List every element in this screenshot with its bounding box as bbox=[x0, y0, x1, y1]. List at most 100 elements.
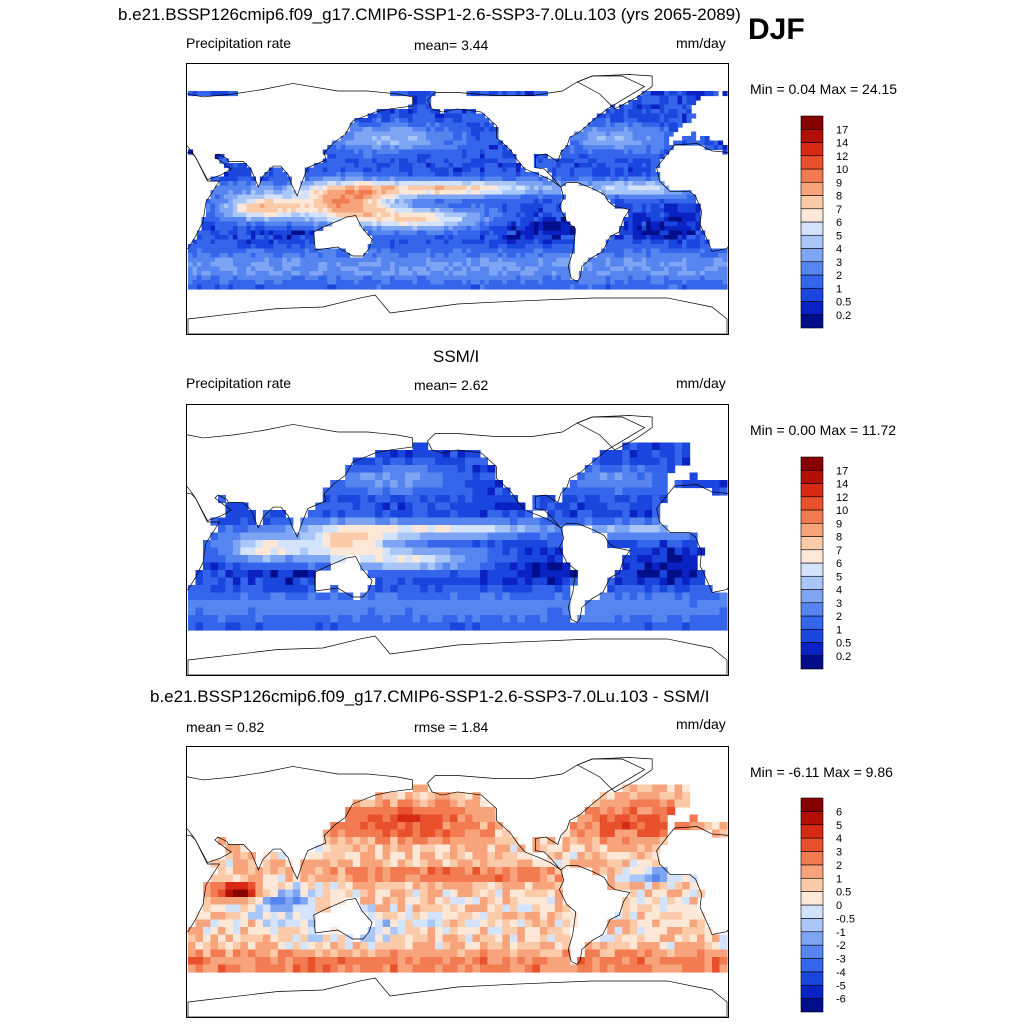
panel-2-colorbar-tick-label: 6 bbox=[836, 558, 842, 570]
panel-2-minmax: Min = 0.00 Max = 11.72 bbox=[750, 422, 897, 438]
panel-3-colorbar-swatch-3 bbox=[800, 958, 824, 973]
panel-3-colorbar-tick-label: 1 bbox=[836, 873, 842, 885]
panel-3-colorbar-swatch-1 bbox=[800, 984, 824, 999]
panel-2-colorbar-swatch-10 bbox=[800, 522, 824, 537]
panel-1-colorbar-swatch-6 bbox=[800, 234, 824, 249]
panel-3-colorbar-tick-label: -5 bbox=[836, 980, 846, 992]
panel-2-left-label: Precipitation rate bbox=[186, 375, 292, 391]
panel-1-units: mm/day bbox=[676, 35, 726, 51]
panel-1-colorbar-tick-label: 0.2 bbox=[836, 310, 851, 322]
panel-3-field bbox=[187, 784, 728, 973]
panel-2-colorbar-swatch-12 bbox=[800, 496, 824, 511]
panel-3-coastlines bbox=[187, 757, 728, 1017]
panel-1-colorbar-swatch-12 bbox=[800, 155, 824, 170]
panel-3-colorbar-tick-label: -4 bbox=[836, 967, 846, 979]
panel-1-title: b.e21.BSSP126cmip6.f09_g17.CMIP6-SSP1-2.… bbox=[118, 5, 741, 24]
season-label: DJF bbox=[748, 13, 805, 46]
panel-2-coastlines bbox=[187, 415, 728, 675]
panel-2-colorbar-tick-label: 3 bbox=[836, 598, 842, 610]
panel-3-colorbar-swatch-2 bbox=[800, 971, 824, 986]
panel-1-colorbar-tick-label: 6 bbox=[836, 217, 842, 229]
panel-3-units: mm/day bbox=[676, 716, 726, 732]
panel-3-colorbar-swatch-14 bbox=[800, 811, 824, 826]
panel-1-colorbar-swatch-0 bbox=[800, 314, 824, 329]
panel-2-colorbar-swatch-6 bbox=[800, 575, 824, 590]
panel-3-colorbar-tick-label: 6 bbox=[836, 806, 842, 818]
panel-1-colorbar-tick-label: 1 bbox=[836, 283, 842, 295]
panel-3-colorbar-swatch-11 bbox=[800, 851, 824, 866]
panel-1-colorbar-tick-label: 14 bbox=[836, 138, 848, 150]
panel-2-colorbar-tick-label: 12 bbox=[836, 492, 848, 504]
panel-1-coastlines bbox=[187, 74, 728, 334]
panel-2-colorbar-swatch-1 bbox=[800, 642, 824, 657]
panel-2-colorbar-swatch-9 bbox=[800, 536, 824, 551]
panel-1-colorbar-tick-label: 7 bbox=[836, 204, 842, 216]
panel-2-center-label: mean= 2.62 bbox=[414, 377, 489, 393]
panel-3-colorbar: -6 -5-4-3 -2-1 -0.500.5 123 45 6 bbox=[800, 797, 855, 1013]
panel-3-colorbar-tick-label: 4 bbox=[836, 833, 842, 845]
panel-2-colorbar-swatch-7 bbox=[800, 562, 824, 577]
panel-3-rmse-label: rmse = 1.84 bbox=[414, 719, 489, 735]
panel-3-colorbar-swatch-10 bbox=[800, 864, 824, 879]
panel-3-colorbar-swatch-6 bbox=[800, 918, 824, 933]
panel-3-colorbar-tick-label: -0.5 bbox=[836, 913, 855, 925]
panel-2-colorbar-tick-label: 2 bbox=[836, 611, 842, 623]
panel-3-colorbar-swatch-4 bbox=[800, 944, 824, 959]
panel-1-minmax: Min = 0.04 Max = 24.15 bbox=[750, 81, 898, 97]
panel-3-colorbar-swatch-5 bbox=[800, 931, 824, 946]
panel-2-units: mm/day bbox=[676, 375, 726, 391]
panel-2-colorbar-tick-label: 17 bbox=[836, 465, 848, 477]
panel-2-colorbar-tick-label: 4 bbox=[836, 585, 842, 597]
panel-2-colorbar-tick-label: 14 bbox=[836, 479, 848, 491]
panel-1-colorbar-swatch-14 bbox=[800, 128, 824, 143]
panel-3-colorbar-tick-label: 0 bbox=[836, 900, 842, 912]
panel-3-colorbar-swatch-7 bbox=[800, 904, 824, 919]
panel-2-colorbar-swatch-11 bbox=[800, 509, 824, 524]
panel-1-left-label: Precipitation rate bbox=[186, 35, 292, 51]
panel-1-colorbar-tick-label: 0.5 bbox=[836, 297, 851, 309]
panel-3-minmax: Min = -6.11 Max = 9.86 bbox=[750, 764, 893, 780]
panel-2-colorbar-swatch-3 bbox=[800, 615, 824, 630]
panel-3-colorbar-tick-label: 3 bbox=[836, 847, 842, 859]
panel-2-colorbar-swatch-4 bbox=[800, 602, 824, 617]
panel-1-colorbar-swatch-2 bbox=[800, 287, 824, 302]
panel-3-colorbar-tick-label: -1 bbox=[836, 927, 846, 939]
panel-3-mean-label: mean = 0.82 bbox=[186, 719, 265, 735]
panel-2-field bbox=[187, 442, 728, 631]
panel-1-field bbox=[187, 91, 728, 290]
panel-3-colorbar-swatch-12 bbox=[800, 837, 824, 852]
panel-3-colorbar-tick-label: -3 bbox=[836, 954, 846, 966]
panel-1-colorbar-swatch-15 bbox=[800, 115, 824, 130]
panel-3-colorbar-swatch-13 bbox=[800, 824, 824, 839]
panel-1-precip-map bbox=[186, 63, 729, 335]
panel-2-colorbar-tick-label: 9 bbox=[836, 518, 842, 530]
panel-1-colorbar-tick-label: 12 bbox=[836, 151, 848, 163]
panel-1-colorbar-tick-label: 3 bbox=[836, 257, 842, 269]
panel-2-colorbar-swatch-0 bbox=[800, 655, 824, 670]
panel-2-colorbar-swatch-14 bbox=[800, 469, 824, 484]
panel-1-colorbar-tick-label: 8 bbox=[836, 191, 842, 203]
panel-2-title: SSM/I bbox=[433, 347, 480, 366]
panel-3-colorbar-swatch-0 bbox=[800, 998, 824, 1013]
panel-2-colorbar-swatch-15 bbox=[800, 456, 824, 471]
panel-1-colorbar-swatch-5 bbox=[800, 248, 824, 263]
panel-3-colorbar-swatch-15 bbox=[800, 797, 824, 812]
panel-3-difference-map bbox=[186, 746, 729, 1018]
panel-1-colorbar-swatch-1 bbox=[800, 301, 824, 316]
panel-1-colorbar-swatch-7 bbox=[800, 221, 824, 236]
panel-1-colorbar-swatch-13 bbox=[800, 142, 824, 157]
panel-3-colorbar-swatch-8 bbox=[800, 891, 824, 906]
panel-1-colorbar-tick-label: 9 bbox=[836, 177, 842, 189]
panel-2-colorbar-swatch-5 bbox=[800, 589, 824, 604]
panel-3-colorbar-swatch-9 bbox=[800, 877, 824, 892]
panel-3-title: b.e21.BSSP126cmip6.f09_g17.CMIP6-SSP1-2.… bbox=[150, 687, 710, 706]
panel-2-colorbar-tick-label: 0.2 bbox=[836, 651, 851, 663]
panel-1-colorbar-swatch-10 bbox=[800, 181, 824, 196]
panel-1-colorbar-tick-label: 2 bbox=[836, 270, 842, 282]
panel-2-colorbar-tick-label: 8 bbox=[836, 532, 842, 544]
panel-3-colorbar-tick-label: -2 bbox=[836, 940, 846, 952]
panel-2-colorbar-tick-label: 7 bbox=[836, 545, 842, 557]
panel-3-colorbar-tick-label: 5 bbox=[836, 820, 842, 832]
